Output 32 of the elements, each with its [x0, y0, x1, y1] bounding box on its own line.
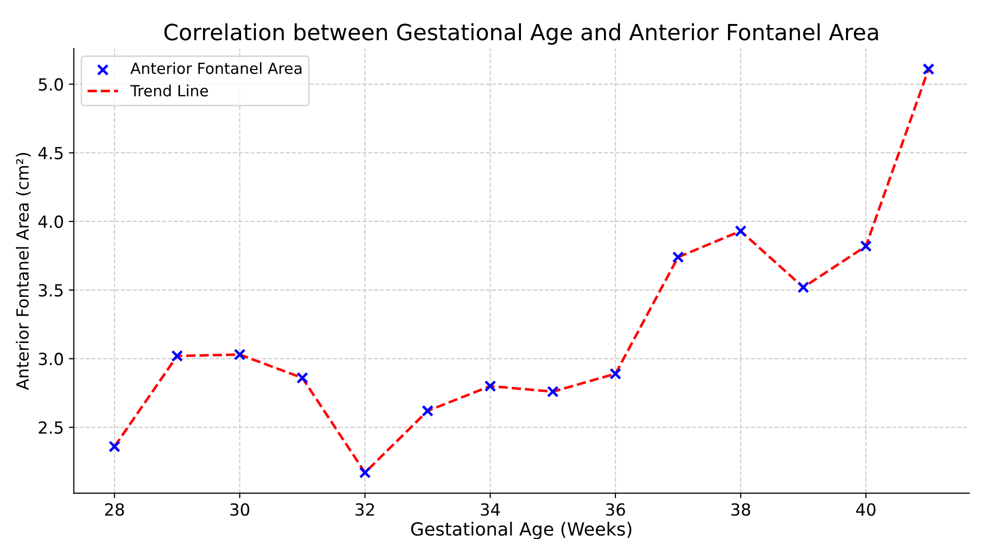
x-tick-label: 28 [105, 503, 124, 516]
point [610, 368, 622, 380]
point [234, 348, 246, 360]
point [860, 240, 872, 252]
point [296, 372, 308, 384]
point [734, 225, 747, 237]
point [797, 281, 810, 294]
x-tick-label: 34 [480, 503, 500, 516]
y-tick-label: 3.0 [38, 352, 63, 366]
y-tick-label: 4.0 [38, 215, 63, 228]
point [171, 350, 184, 362]
point [922, 63, 934, 76]
legend-label: Trend Line [130, 84, 208, 97]
x-tick-label: 32 [356, 503, 374, 516]
x-tick-label: 36 [606, 503, 625, 516]
x-tick-label: 30 [230, 503, 250, 516]
y-tick-label: 4.5 [38, 146, 63, 160]
x-tick-label: 40 [856, 503, 876, 516]
x-axis-title: Gestational Age (Weeks) [411, 522, 632, 539]
point [422, 404, 434, 417]
point [672, 251, 684, 264]
y-axis-title: Anterior Fontanel Area (cm²) [16, 153, 31, 390]
point [359, 466, 371, 479]
y-tick-label: 2.5 [38, 421, 63, 434]
y-tick-label: 3.5 [38, 284, 63, 297]
x-tick-label: 38 [731, 503, 750, 516]
point [484, 380, 496, 392]
y-tick-label: 5.0 [38, 78, 63, 91]
point [546, 386, 559, 398]
chart-title: Correlation between Gestational Age and Anterior Fontanel Area [164, 23, 878, 45]
point [108, 440, 120, 452]
legend-label: Anterior Fontanel Area [130, 62, 302, 74]
